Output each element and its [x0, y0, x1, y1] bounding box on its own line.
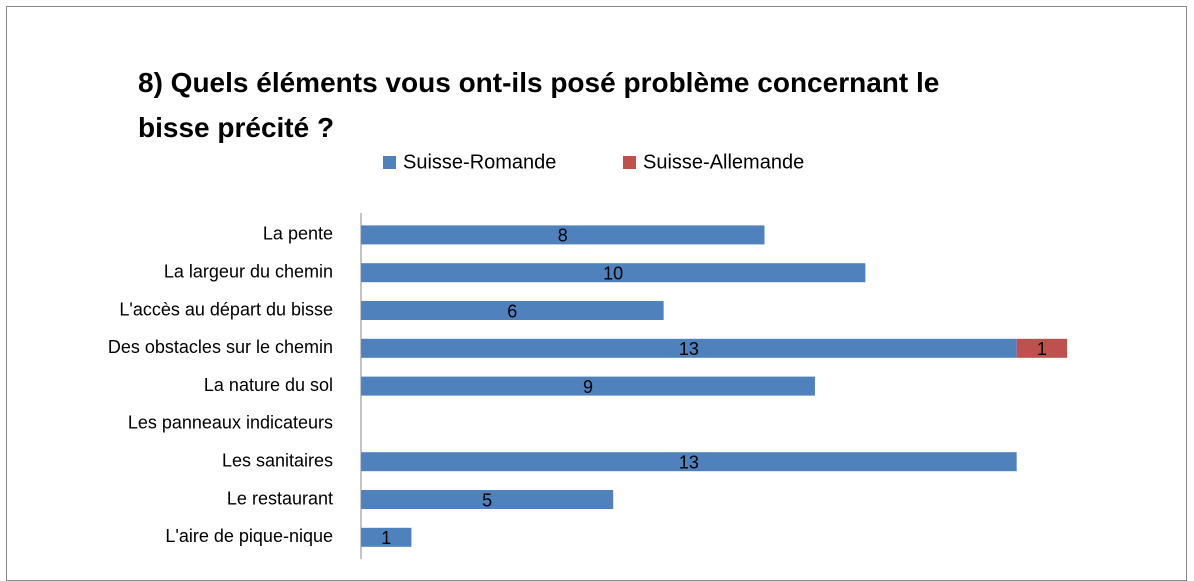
chart-frame — [6, 6, 1187, 581]
y-tick-label: Les panneaux indicateurs — [128, 413, 333, 433]
bar — [1016, 338, 1068, 358]
chart-title: 8) Quels éléments vous ont-ils posé prob… — [138, 67, 939, 143]
data-label: 13 — [679, 452, 699, 472]
bar — [361, 490, 614, 509]
bar — [361, 263, 866, 283]
y-tick-label: L'aire de pique-nique — [165, 526, 333, 546]
y-tick-label: L'accès au départ du bisse — [119, 299, 333, 319]
y-tick-label: Les sanitaires — [222, 450, 333, 470]
data-label: 8 — [558, 226, 568, 246]
y-tick-label: Des obstacles sur le chemin — [108, 337, 333, 357]
legend-swatch — [623, 156, 636, 169]
y-tick-label: Le restaurant — [227, 488, 333, 508]
data-label: 10 — [603, 263, 623, 283]
data-label: 1 — [381, 528, 391, 548]
data-label: 6 — [507, 301, 517, 321]
bar — [361, 452, 1017, 472]
bar — [361, 338, 1017, 358]
bar — [361, 301, 664, 320]
legend-swatch — [383, 156, 396, 169]
y-tick-label: La nature du sol — [204, 375, 333, 395]
y-tick-label: La pente — [263, 224, 333, 244]
legend-label: Suisse-Romande — [403, 151, 556, 173]
bar — [361, 225, 765, 245]
y-tick-label: La largeur du chemin — [164, 261, 333, 281]
data-label: 5 — [482, 490, 492, 510]
data-label: 9 — [583, 377, 593, 397]
bar — [361, 376, 815, 396]
data-label: 1 — [1037, 339, 1047, 359]
bar — [361, 527, 412, 547]
data-label: 13 — [679, 339, 699, 359]
legend-label: Suisse-Allemande — [643, 151, 804, 173]
